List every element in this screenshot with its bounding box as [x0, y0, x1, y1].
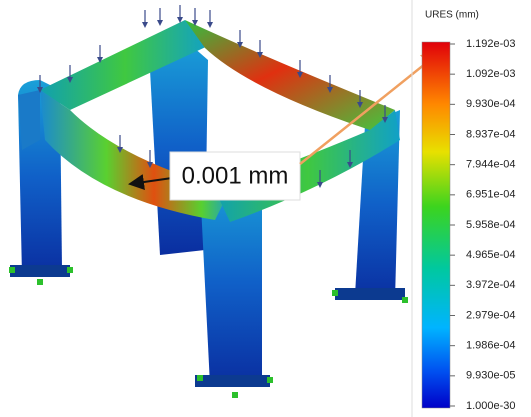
fixture [197, 375, 203, 381]
legend-labels: 1.192e-03 1.092e-03 9.930e-04 8.937e-04 7.94… [450, 38, 516, 412]
legend-title: URES (mm) [425, 10, 479, 21]
leg-back [150, 40, 208, 255]
legend-label: 2.979e-04 [466, 309, 516, 321]
legend-label: 4.965e-04 [466, 249, 516, 261]
legend-label: 3.972e-04 [466, 279, 516, 291]
foot [335, 288, 405, 300]
legend-label: 1.192e-03 [466, 38, 516, 50]
fixture [402, 297, 408, 303]
legend-label: 5.958e-04 [466, 219, 516, 231]
legend-label: 9.930e-04 [466, 98, 516, 110]
legend-label: 1.986e-04 [466, 340, 516, 352]
page: 0.001 mm URES (mm) 1.192e-03 1.092e-03 9.9… [0, 0, 531, 417]
legend-label: 8.937e-04 [466, 128, 516, 140]
fixture [267, 377, 273, 383]
legend-label: 1.000e-30 [466, 400, 516, 412]
legend-label: 6.951e-04 [466, 189, 516, 201]
fixture [67, 267, 73, 273]
foot [10, 265, 70, 277]
fixture [332, 290, 338, 296]
legend-label: 7.944e-04 [466, 159, 516, 171]
foot [195, 375, 270, 387]
fixture [9, 267, 15, 273]
legend-label: 9.930e-05 [466, 370, 516, 382]
result-view: 0.001 mm URES (mm) 1.192e-03 1.092e-03 9.9… [0, 0, 531, 417]
callout-text: 0.001 mm [182, 162, 289, 189]
color-bar [422, 42, 450, 408]
legend-label: 1.092e-03 [466, 68, 516, 80]
fixture [37, 279, 43, 285]
fixture [232, 392, 238, 398]
